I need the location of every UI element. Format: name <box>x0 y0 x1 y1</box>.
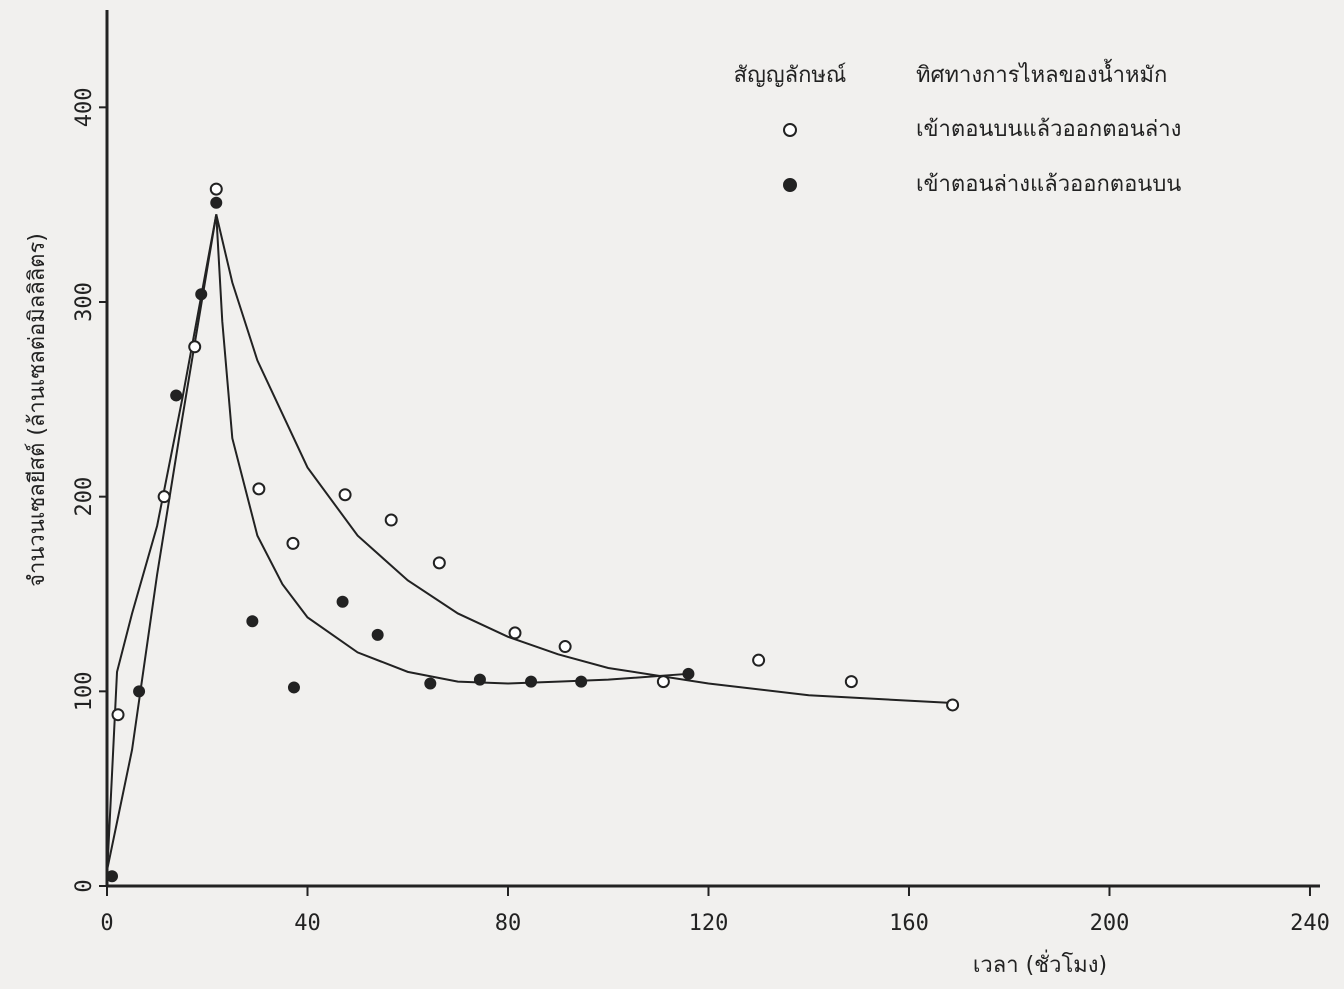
y-axis-label: จำนวนเซลยีสต์ (ล้านเซลต่อมิลลิลิตร) <box>25 233 50 587</box>
point <box>683 669 693 679</box>
x-tick-label: 0 <box>100 911 113 936</box>
point <box>253 483 264 494</box>
point <box>510 627 521 638</box>
point <box>247 616 257 626</box>
legend-label: เข้าตอนบนแล้วออกตอนล่าง <box>916 117 1181 142</box>
y-tick-label: 400 <box>72 87 97 127</box>
x-tick-label: 120 <box>689 911 729 936</box>
point <box>846 676 857 687</box>
point <box>171 390 181 400</box>
point <box>338 597 348 607</box>
x-axis-label: เวลา (ชั่วโมง) <box>973 949 1107 978</box>
x-tick-label: 200 <box>1090 911 1130 936</box>
point <box>196 289 206 299</box>
x-tick-label: 80 <box>495 911 522 936</box>
legend-marker <box>784 179 796 191</box>
point <box>658 676 669 687</box>
chart: เวลา (ชั่วโมง) จำนวนเซลยีสต์ (ล้านเซลต่อ… <box>0 0 1344 989</box>
point <box>475 675 485 685</box>
point <box>211 198 221 208</box>
y-tick-label: 100 <box>72 671 97 711</box>
point <box>434 557 445 568</box>
point <box>425 679 435 689</box>
point <box>211 184 222 195</box>
point <box>340 489 351 500</box>
point <box>560 641 571 652</box>
point <box>576 677 586 687</box>
point <box>159 491 170 502</box>
point <box>947 699 958 710</box>
point <box>289 682 299 692</box>
point <box>189 341 200 352</box>
point <box>526 677 536 687</box>
legend-label: เข้าตอนล่างแล้วออกตอนบน <box>916 172 1181 197</box>
y-tick-label: 300 <box>72 282 97 322</box>
point <box>113 709 124 720</box>
x-tick-label: 40 <box>294 911 321 936</box>
point <box>373 630 383 640</box>
point <box>287 538 298 549</box>
legend-marker <box>784 124 796 136</box>
fit-curve <box>107 214 688 870</box>
x-tick-label: 160 <box>889 911 929 936</box>
y-tick-label: 0 <box>72 879 97 892</box>
x-tick-label: 240 <box>1290 911 1330 936</box>
point <box>386 515 397 526</box>
legend-header: ทิศทางการไหลของน้ำหมัก <box>916 59 1167 88</box>
point <box>134 686 144 696</box>
point <box>753 655 764 666</box>
y-tick-label: 200 <box>72 477 97 517</box>
point <box>107 871 117 881</box>
legend-header: สัญญลักษณ์ <box>734 63 847 88</box>
fit-curve <box>107 214 953 876</box>
